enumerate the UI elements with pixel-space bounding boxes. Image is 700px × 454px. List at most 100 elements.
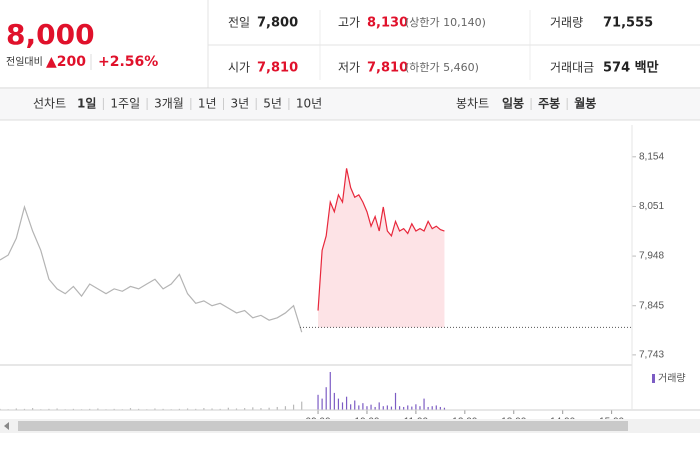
volume-bar — [0, 408, 1, 410]
volume-bar — [195, 408, 197, 410]
volume-bar — [390, 406, 393, 410]
period-tab[interactable]: 3개월 — [154, 97, 184, 111]
volume-bar — [370, 404, 372, 410]
stat-value: 71,555 — [603, 16, 653, 31]
volume-bar — [252, 407, 254, 410]
period-tab[interactable]: 1일 — [77, 97, 96, 111]
period-tab[interactable]: 10년 — [296, 97, 322, 111]
volume-bar — [260, 408, 262, 410]
volume-bar — [268, 407, 270, 410]
y-tick-label: 7,845 — [639, 300, 664, 311]
change-rate: +2.56% — [98, 54, 158, 70]
tab-group-label: 선차트 — [33, 97, 66, 111]
area — [318, 168, 445, 328]
volume-bar — [154, 408, 156, 410]
volume-bar — [354, 400, 356, 410]
volume-bar — [292, 404, 295, 410]
volume-bar — [350, 404, 352, 410]
stat-value: 574 백만 — [603, 60, 659, 76]
volume-bar — [97, 408, 99, 410]
stat-value: 7,810 — [257, 61, 298, 76]
volume-bar — [15, 408, 17, 410]
stat-note: (하한가 5,460) — [405, 60, 479, 74]
volume-bar — [48, 408, 50, 410]
volume-bar — [431, 406, 433, 410]
volume-bar — [362, 403, 364, 410]
volume-bar — [219, 408, 221, 410]
scrollbar-thumb[interactable] — [18, 421, 628, 431]
volume-bar — [435, 405, 437, 410]
volume-bar — [394, 392, 397, 410]
volume-bar — [333, 392, 335, 410]
stat-note: (상한가 10,140) — [405, 16, 486, 29]
period-tab[interactable]: 5년 — [263, 97, 282, 111]
volume-bar — [113, 408, 115, 410]
stat-label: 전일 — [228, 16, 250, 30]
stat-value: 7,800 — [257, 16, 298, 31]
period-tab[interactable]: 1주일 — [110, 97, 140, 111]
price: 8,000 — [6, 18, 95, 51]
candle-tab[interactable]: 일봉 — [502, 97, 524, 111]
volume-bar — [284, 406, 287, 410]
stat-value: 8,130 — [367, 16, 408, 31]
volume-bar — [56, 408, 58, 410]
y-tick-label: 7,948 — [639, 251, 664, 262]
volume-bar — [403, 406, 405, 410]
volume-bar — [321, 398, 323, 410]
volume-bar — [439, 406, 441, 410]
volume-bar — [227, 407, 229, 410]
volume-bar — [358, 405, 360, 410]
candle-tab[interactable]: 주봉 — [538, 97, 560, 111]
tab-bar — [0, 89, 700, 120]
volume-bar — [129, 408, 132, 410]
volume-bar — [203, 408, 205, 410]
volume-bar — [415, 404, 417, 410]
volume-bar — [419, 406, 421, 410]
stat-label: 거래량 — [550, 16, 583, 30]
volume-bar — [398, 406, 401, 410]
volume-bar — [276, 406, 278, 410]
legend-label: 거래량 — [658, 373, 686, 385]
period-tab[interactable]: 1년 — [198, 97, 217, 111]
candle-tab[interactable]: 월봉 — [574, 96, 596, 111]
y-tick-label: 8,051 — [639, 201, 664, 212]
stat-label: 거래대금 — [550, 61, 594, 75]
volume-bar — [386, 405, 388, 410]
scroll-left[interactable] — [4, 422, 9, 430]
volume-bar — [345, 396, 348, 410]
volume-bar — [407, 405, 409, 410]
volume-bar — [138, 408, 140, 410]
volume-bar — [378, 402, 380, 410]
stat-label: 고가 — [338, 16, 360, 30]
tab-group-label: 봉차트 — [456, 97, 489, 111]
volume-bar — [382, 406, 384, 410]
y-tick-label: 8,154 — [639, 151, 664, 162]
volume-bar — [235, 408, 238, 410]
volume-bar — [341, 402, 344, 410]
period-tab[interactable]: 3년 — [231, 97, 250, 111]
volume-bar — [423, 398, 425, 410]
change: ▲200 — [46, 54, 86, 70]
volume-bar — [427, 406, 429, 410]
volume-bar — [186, 408, 189, 410]
volume-bar — [162, 408, 164, 410]
volume-bar — [211, 408, 213, 410]
volume-bar — [23, 408, 26, 410]
y-tick-label: 7,743 — [639, 350, 664, 361]
volume-bar — [411, 406, 413, 410]
volume-bar — [329, 372, 331, 410]
stat-label: 시가 — [228, 61, 250, 75]
volume-bar — [89, 408, 91, 410]
volume-bar — [32, 408, 34, 410]
legend-swatch — [652, 374, 655, 383]
volume-bar — [443, 407, 446, 410]
volume-bar — [374, 406, 376, 410]
volume-bar — [366, 406, 368, 410]
line — [0, 204, 303, 333]
stat-label: 저가 — [338, 61, 360, 75]
volume-bar — [72, 408, 74, 410]
volume-bar — [337, 398, 340, 410]
change-label: 전일대비 — [6, 56, 43, 68]
line — [317, 168, 445, 311]
